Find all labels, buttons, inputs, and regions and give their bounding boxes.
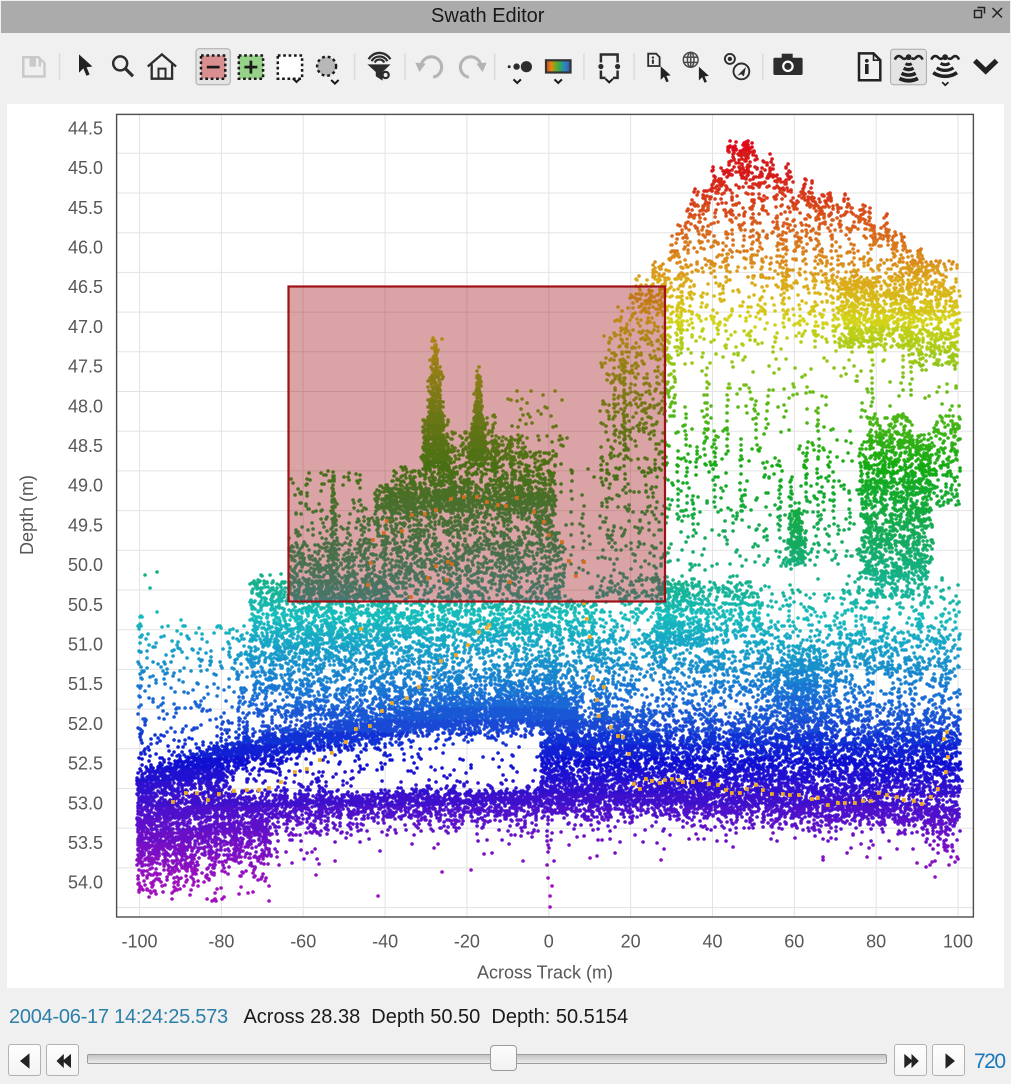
svg-text:48.0: 48.0 xyxy=(68,396,103,416)
svg-text:48.5: 48.5 xyxy=(68,436,103,456)
svg-text:45.0: 45.0 xyxy=(68,158,103,178)
svg-text:50.0: 50.0 xyxy=(68,555,103,575)
svg-text:-80: -80 xyxy=(208,932,234,952)
svg-text:Depth (m): Depth (m) xyxy=(17,475,37,555)
svg-text:40: 40 xyxy=(702,932,722,952)
svg-text:44.5: 44.5 xyxy=(68,118,103,138)
svg-text:47.0: 47.0 xyxy=(68,317,103,337)
svg-text:53.5: 53.5 xyxy=(68,833,103,853)
svg-text:51.5: 51.5 xyxy=(68,674,103,694)
svg-text:53.0: 53.0 xyxy=(68,793,103,813)
svg-text:46.0: 46.0 xyxy=(68,238,103,258)
svg-text:20: 20 xyxy=(621,932,641,952)
svg-text:0: 0 xyxy=(544,932,554,952)
svg-text:52.5: 52.5 xyxy=(68,754,103,774)
svg-text:47.5: 47.5 xyxy=(68,357,103,377)
svg-text:49.5: 49.5 xyxy=(68,515,103,535)
svg-text:-40: -40 xyxy=(372,932,398,952)
svg-text:100: 100 xyxy=(943,932,973,952)
svg-text:-100: -100 xyxy=(121,932,157,952)
svg-text:60: 60 xyxy=(784,932,804,952)
svg-text:49.0: 49.0 xyxy=(68,476,103,496)
svg-text:-60: -60 xyxy=(290,932,316,952)
svg-text:54.0: 54.0 xyxy=(68,873,103,893)
svg-text:Across Track (m): Across Track (m) xyxy=(477,963,613,983)
svg-text:51.0: 51.0 xyxy=(68,635,103,655)
svg-text:-20: -20 xyxy=(454,932,480,952)
svg-text:52.0: 52.0 xyxy=(68,714,103,734)
svg-text:46.5: 46.5 xyxy=(68,277,103,297)
svg-text:80: 80 xyxy=(866,932,886,952)
svg-text:45.5: 45.5 xyxy=(68,198,103,218)
svg-text:50.5: 50.5 xyxy=(68,595,103,615)
